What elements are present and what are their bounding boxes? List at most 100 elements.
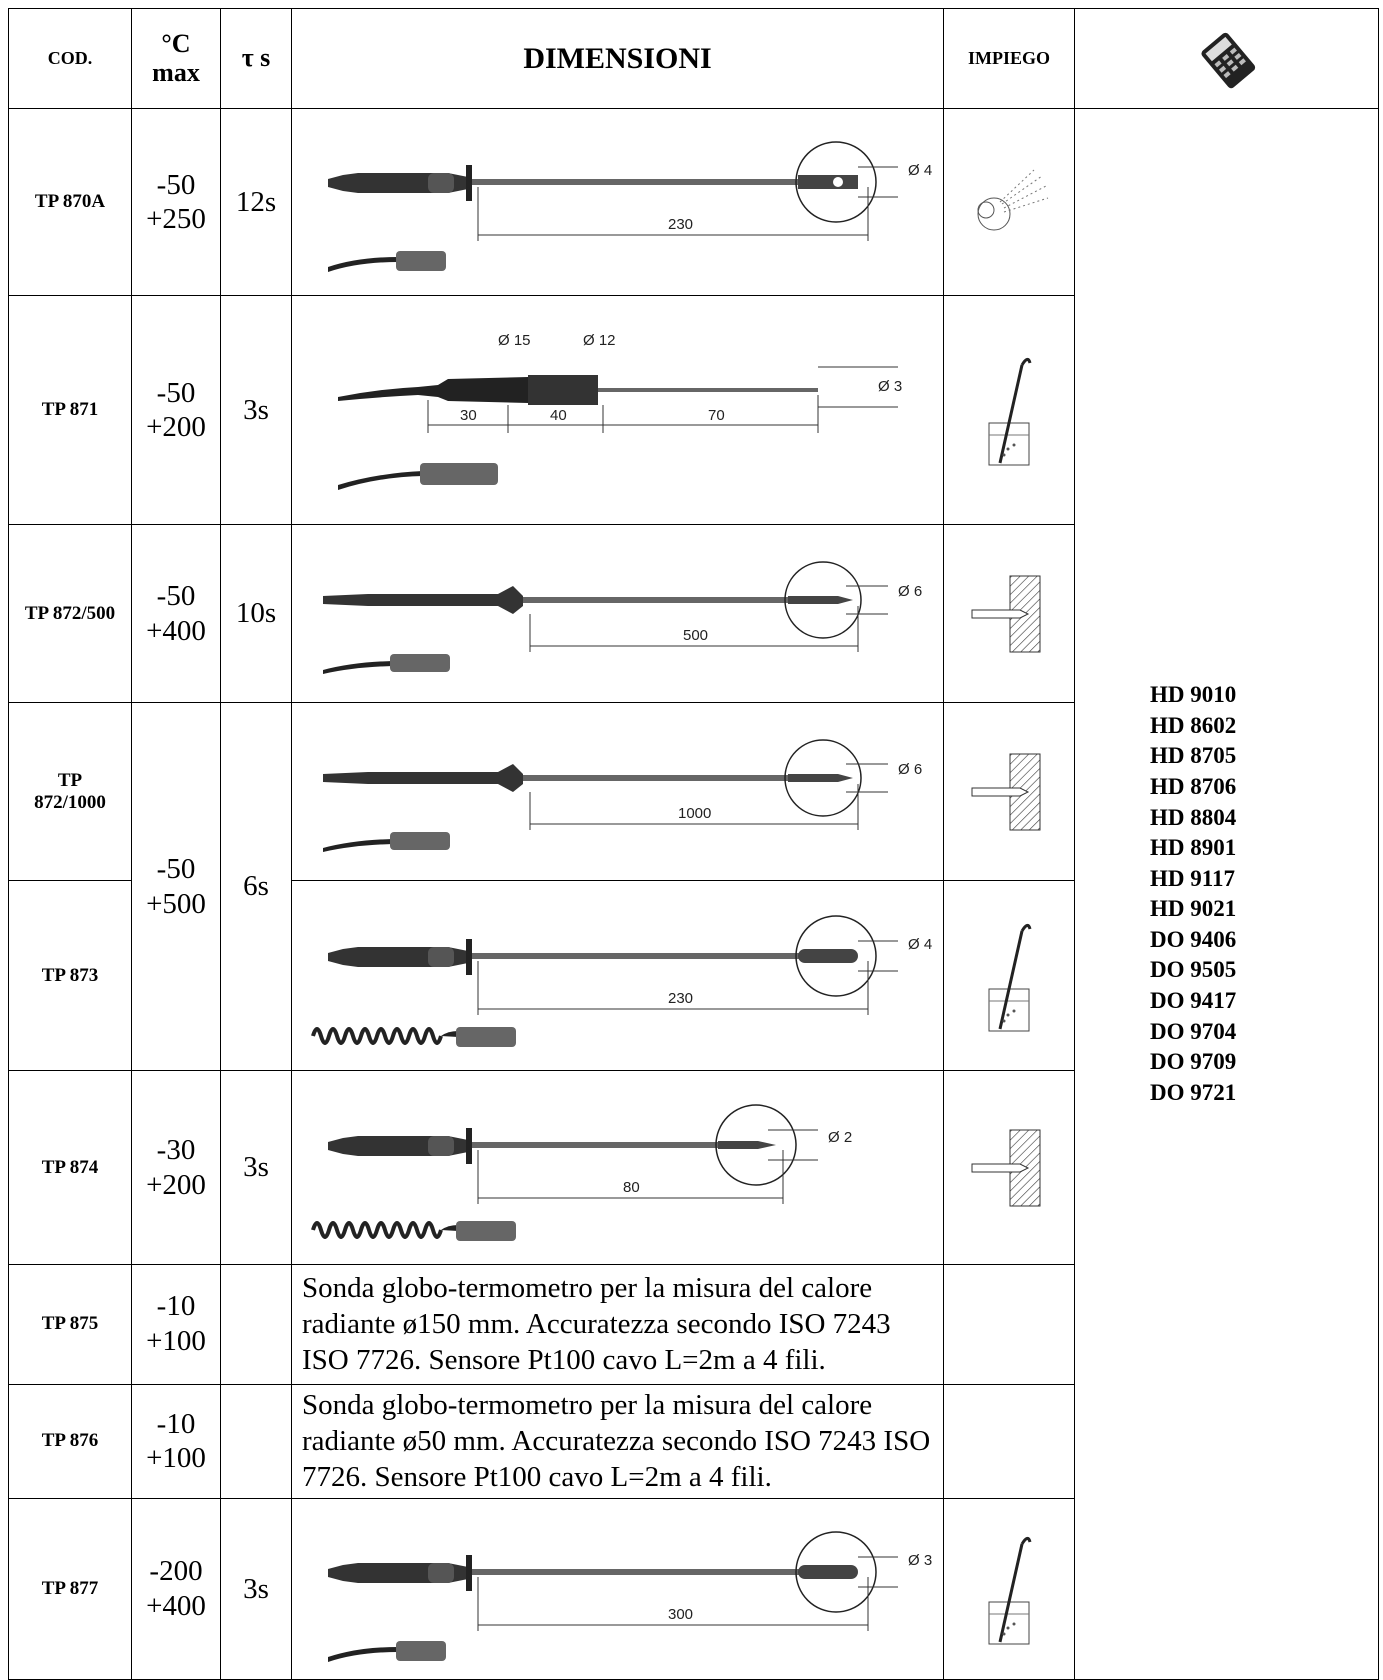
probe-code-line: TP	[57, 769, 83, 791]
diameter-label: Ø 3	[878, 378, 902, 395]
use-cell	[943, 108, 1075, 297]
temp-min: -10	[156, 1407, 196, 1440]
instrument-item: HD 8705	[1150, 743, 1237, 769]
probe-row: TP 875 -10 +100 Sonda globo-termometro p…	[8, 1263, 1379, 1385]
probe-handle-illustration	[322, 738, 888, 852]
probe-handle-illustration	[310, 1104, 818, 1241]
instrument-item: DO 9721	[1150, 1079, 1237, 1105]
liquid-immersion-icon	[988, 923, 1032, 1032]
header-temp-max-label: max	[152, 57, 200, 87]
instrument-item: HD 8901	[1150, 835, 1237, 861]
probe-code: TP 873	[8, 880, 132, 1072]
liquid-immersion-icon	[988, 358, 1032, 466]
instrument-item: HD 8706	[1150, 773, 1237, 799]
header-instrument	[1074, 7, 1379, 110]
header-impiego: IMPIEGO	[943, 7, 1075, 110]
probe-code: TP 872/500	[8, 524, 132, 704]
instrument-item: HD 9021	[1150, 896, 1237, 922]
temp-min: -50	[156, 580, 196, 613]
probe-row: TP 870A -50 +250 12s	[8, 108, 1379, 1680]
length-label: 230	[668, 990, 693, 1007]
length-label: 80	[623, 1179, 640, 1196]
probe-description: Sonda globo-termometro per la misura del…	[291, 1383, 944, 1500]
temp-max: +100	[146, 1442, 206, 1475]
diameter-label: Ø 4	[908, 162, 932, 179]
response-time: 12s	[220, 108, 292, 297]
instrument-item: DO 9709	[1150, 1049, 1237, 1075]
use-cell	[943, 524, 1075, 704]
temp-max: +200	[146, 411, 206, 444]
temp-max: +400	[146, 614, 206, 647]
response-time: 10s	[220, 524, 292, 704]
penetration-icon	[971, 575, 1041, 653]
probe-row: TP 872/500 -50 +400 10s	[8, 524, 1379, 704]
handheld-meter-icon	[1200, 32, 1255, 88]
response-time: 6s	[220, 702, 292, 1072]
probe-row: TP 876 -10 +100 Sonda globo-termometro p…	[8, 1383, 1379, 1500]
probe-code: TP 872/1000	[8, 702, 132, 882]
length-label: 300	[668, 1606, 693, 1623]
header-row: COD. °C max τ s DIMENSIONI IMPIEGO	[8, 7, 1379, 110]
probe-handle-illustration	[322, 561, 888, 674]
instrument-item: HD 8602	[1150, 712, 1237, 738]
probe-handle-illustration	[327, 1530, 898, 1662]
length-label: 230	[668, 216, 693, 233]
probe-row: TP 877 -200 +400 3s	[8, 1498, 1379, 1680]
temp-range: -50 +400	[131, 524, 221, 704]
probe-table: COD. °C max τ s DIMENSIONI IMPIEGO	[8, 7, 1379, 1680]
probe-code: TP 877	[8, 1498, 132, 1680]
probe-drawing: Ø 3 300	[291, 1498, 944, 1680]
instrument-item: DO 9704	[1150, 1018, 1237, 1044]
response-time: 3s	[220, 1070, 292, 1265]
instrument-item: HD 9010	[1150, 682, 1237, 708]
temp-range: -50 +500	[131, 702, 221, 1072]
temp-min: -30	[156, 1133, 196, 1166]
instrument-item: HD 8804	[1150, 804, 1237, 830]
response-time: 3s	[220, 1498, 292, 1680]
temp-range: -10 +100	[131, 1383, 221, 1500]
length-label: 30	[460, 407, 477, 424]
header-tau: τ s	[220, 7, 292, 110]
temp-max: +250	[146, 203, 206, 236]
use-cell	[943, 880, 1075, 1072]
response-time	[220, 1263, 292, 1385]
diameter-label: Ø 12	[583, 332, 616, 349]
probe-drawing: Ø 2 80	[291, 1070, 944, 1265]
probe-description: Sonda globo-termometro per la misura del…	[291, 1263, 944, 1385]
probe-code: TP 870A	[8, 108, 132, 297]
use-cell	[943, 1383, 1075, 1500]
response-time	[220, 1383, 292, 1500]
length-label: 40	[550, 407, 567, 424]
length-label: 1000	[678, 805, 711, 822]
temp-range: -50 +250	[131, 108, 221, 297]
use-cell	[943, 1070, 1075, 1265]
instrument-item: DO 9505	[1150, 957, 1237, 983]
use-cell	[943, 1498, 1075, 1680]
probe-row: TP 871 -50 +200 3s	[8, 295, 1379, 526]
header-dimensioni: DIMENSIONI	[291, 7, 944, 110]
compatible-instruments: HD 9010 HD 8602 HD 8705 HD 8706 HD 8804 …	[1074, 108, 1379, 1680]
penetration-icon	[971, 753, 1041, 831]
probe-code-line: 872/1000	[34, 791, 106, 813]
probe-drawing: Ø 4 230	[291, 880, 944, 1072]
temp-min: -200	[149, 1555, 203, 1588]
liquid-immersion-icon	[988, 1537, 1032, 1645]
air-gas-icon	[977, 170, 1049, 231]
temp-range: -50 +200	[131, 295, 221, 526]
probe-row: TP 874 -30 +200 3s	[8, 1070, 1379, 1265]
probe-code: TP 876	[8, 1383, 132, 1500]
probe-drawing: Ø 4 230	[291, 108, 944, 297]
probe-code: TP 871	[8, 295, 132, 526]
diameter-label: Ø 15	[498, 332, 531, 349]
probe-handle-illustration	[310, 914, 898, 1047]
temp-min: -50	[156, 852, 196, 885]
probe-drawing: Ø 6 500	[291, 524, 944, 704]
instrument-item: HD 9117	[1150, 865, 1235, 891]
probe-handle-illustration	[327, 141, 898, 273]
header-temp-unit: °C	[161, 29, 191, 59]
header-temp-max: °C max	[131, 7, 221, 110]
temp-min: -50	[156, 376, 196, 409]
diameter-label: Ø 2	[828, 1129, 852, 1146]
use-cell	[943, 702, 1075, 882]
temp-min: -10	[156, 1290, 196, 1323]
